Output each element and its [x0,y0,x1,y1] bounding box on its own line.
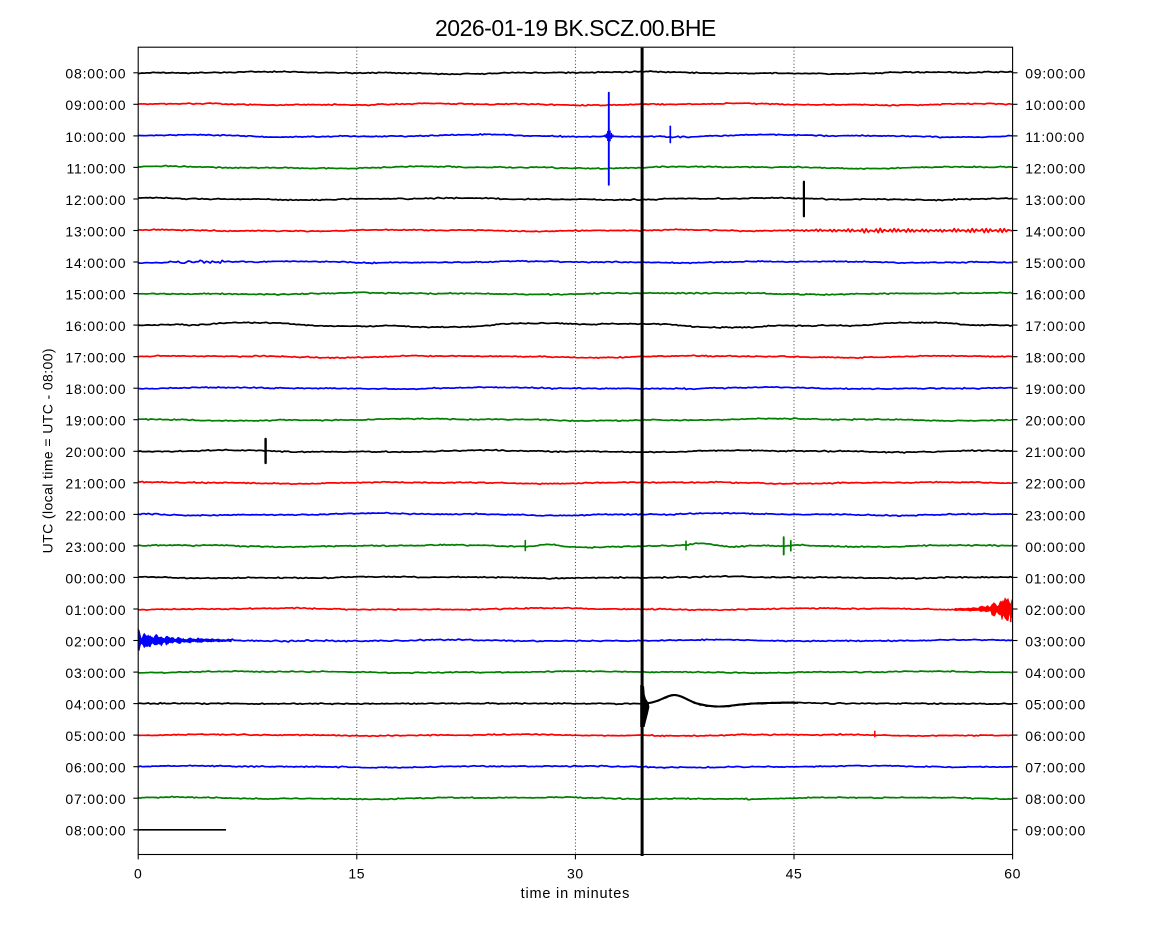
svg-text:05:00:00: 05:00:00 [65,728,126,744]
svg-text:02:00:00: 02:00:00 [1025,602,1086,618]
svg-text:01:00:00: 01:00:00 [1025,570,1086,586]
svg-text:09:00:00: 09:00:00 [1025,66,1086,82]
svg-text:07:00:00: 07:00:00 [65,791,126,807]
svg-text:22:00:00: 22:00:00 [1025,476,1086,492]
svg-text:15: 15 [348,865,365,881]
svg-text:06:00:00: 06:00:00 [1025,728,1086,744]
svg-text:21:00:00: 21:00:00 [1025,444,1086,460]
svg-text:10:00:00: 10:00:00 [65,129,126,145]
svg-text:2026-01-19 BK.SCZ.00.BHE: 2026-01-19 BK.SCZ.00.BHE [435,15,716,41]
svg-text:03:00:00: 03:00:00 [1025,633,1086,649]
svg-text:13:00:00: 13:00:00 [65,223,126,239]
svg-text:19:00:00: 19:00:00 [65,413,126,429]
svg-text:12:00:00: 12:00:00 [65,192,126,208]
svg-text:09:00:00: 09:00:00 [65,97,126,113]
svg-text:30: 30 [567,865,584,881]
svg-text:01:00:00: 01:00:00 [65,602,126,618]
svg-text:00:00:00: 00:00:00 [1025,539,1086,555]
svg-text:23:00:00: 23:00:00 [1025,507,1086,523]
svg-text:16:00:00: 16:00:00 [65,318,126,334]
svg-text:17:00:00: 17:00:00 [65,350,126,366]
svg-text:08:00:00: 08:00:00 [65,66,126,82]
svg-text:23:00:00: 23:00:00 [65,539,126,555]
svg-text:04:00:00: 04:00:00 [65,697,126,713]
svg-text:20:00:00: 20:00:00 [1025,413,1086,429]
svg-text:11:00:00: 11:00:00 [1025,129,1085,145]
svg-text:17:00:00: 17:00:00 [1025,318,1086,334]
svg-text:20:00:00: 20:00:00 [65,444,126,460]
svg-text:04:00:00: 04:00:00 [1025,665,1086,681]
svg-text:13:00:00: 13:00:00 [1025,192,1086,208]
svg-text:14:00:00: 14:00:00 [65,255,126,271]
svg-text:07:00:00: 07:00:00 [1025,760,1086,776]
svg-text:03:00:00: 03:00:00 [65,665,126,681]
svg-text:08:00:00: 08:00:00 [65,823,126,839]
svg-text:21:00:00: 21:00:00 [65,476,126,492]
svg-text:00:00:00: 00:00:00 [65,570,126,586]
svg-text:0: 0 [134,865,142,881]
svg-text:45: 45 [786,865,803,881]
svg-text:16:00:00: 16:00:00 [1025,287,1086,303]
svg-text:06:00:00: 06:00:00 [65,760,126,776]
svg-text:02:00:00: 02:00:00 [65,633,126,649]
svg-text:18:00:00: 18:00:00 [65,381,126,397]
svg-text:UTC (local time = UTC - 08:00): UTC (local time = UTC - 08:00) [40,348,56,553]
svg-text:15:00:00: 15:00:00 [65,287,126,303]
svg-text:60: 60 [1004,865,1021,881]
svg-text:11:00:00: 11:00:00 [66,160,126,176]
svg-text:19:00:00: 19:00:00 [1025,381,1086,397]
svg-text:05:00:00: 05:00:00 [1025,697,1086,713]
svg-text:08:00:00: 08:00:00 [1025,791,1086,807]
svg-text:10:00:00: 10:00:00 [1025,97,1086,113]
svg-text:18:00:00: 18:00:00 [1025,350,1086,366]
svg-text:09:00:00: 09:00:00 [1025,823,1086,839]
svg-text:22:00:00: 22:00:00 [65,507,126,523]
svg-text:14:00:00: 14:00:00 [1025,223,1086,239]
svg-text:time in minutes: time in minutes [521,886,631,902]
svg-text:12:00:00: 12:00:00 [1025,160,1086,176]
svg-text:15:00:00: 15:00:00 [1025,255,1086,271]
